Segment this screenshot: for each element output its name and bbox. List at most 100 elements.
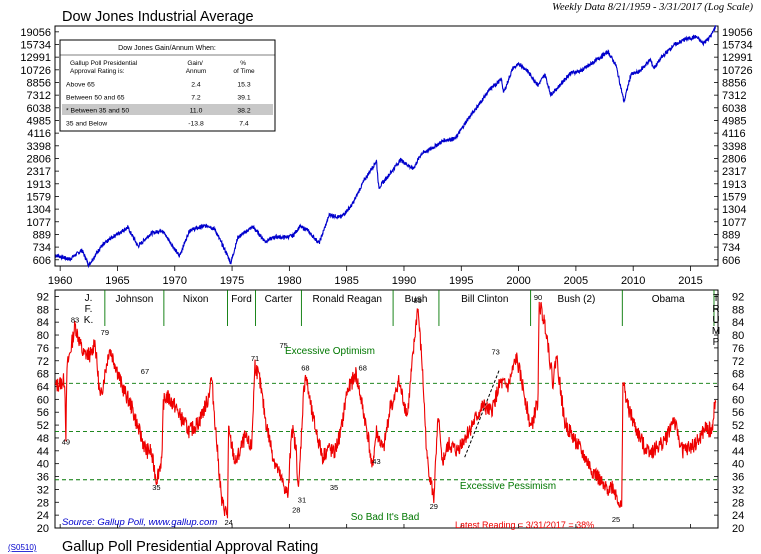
gain-table-col3-header: % of Time — [233, 60, 255, 75]
dow-ytick-label: 606 — [722, 255, 740, 267]
approval-value-label: 49 — [62, 438, 70, 447]
chart-id: (S0510) — [8, 543, 37, 552]
approval-ytick-label: 88 — [732, 304, 744, 316]
approval-value-label: 68 — [301, 364, 309, 373]
approval-ytick-label: 88 — [37, 304, 49, 316]
approval-ytick-label: 64 — [732, 381, 744, 393]
approval-value-label: 79 — [101, 328, 109, 337]
president-name: Bill Clinton — [461, 294, 508, 305]
president-name: Nixon — [183, 294, 209, 305]
gain-table-row-gain: 7.2 — [191, 95, 201, 102]
approval-ytick-label: 48 — [732, 433, 744, 445]
dow-xtick-label: 1980 — [277, 275, 301, 287]
approval-ytick-label: 28 — [732, 497, 744, 509]
dow-xtick-label: 1960 — [48, 275, 72, 287]
gain-table-row-pct: 39.1 — [237, 95, 250, 102]
approval-ytick-label: 76 — [37, 343, 49, 355]
dow-ytick-label: 19056 — [20, 27, 51, 39]
president-name: Ronald Reagan — [312, 294, 382, 305]
approval-ytick-label: 44 — [37, 446, 49, 458]
dow-ytick-label: 2806 — [27, 153, 51, 165]
approval-ytick-label: 68 — [37, 369, 49, 381]
dow-xtick-label: 1970 — [163, 275, 187, 287]
dow-ytick-label: 7312 — [722, 90, 746, 102]
approval-ytick-label: 72 — [732, 356, 744, 368]
dow-xtick-label: 1990 — [392, 275, 416, 287]
approval-ytick-label: 24 — [37, 510, 49, 522]
dow-ytick-label: 4116 — [722, 128, 746, 140]
president-name: Ford — [231, 294, 252, 305]
dow-ytick-label: 10726 — [722, 65, 753, 77]
approval-value-label: 25 — [612, 515, 620, 524]
approval-ytick-label: 68 — [732, 369, 744, 381]
gain-table-row-pct: 38.2 — [237, 108, 250, 115]
gain-table-row-pct: 15.3 — [237, 82, 250, 89]
approval-ytick-label: 40 — [732, 459, 744, 471]
dow-xtick-label: 2010 — [621, 275, 645, 287]
approval-ytick-label: 92 — [732, 291, 744, 303]
dow-chart-subtitle: Weekly Data 8/21/1959 - 3/31/2017 (Log S… — [552, 2, 753, 13]
dow-ytick-label: 15734 — [20, 39, 51, 51]
dow-ytick-label: 3398 — [722, 141, 746, 153]
dow-ytick-label: 889 — [722, 229, 740, 241]
dow-ytick-label: 15734 — [722, 39, 753, 51]
approval-value-label: 35 — [330, 483, 338, 492]
president-name-char: T — [713, 293, 719, 304]
dow-ytick-label: 1913 — [27, 179, 51, 191]
dow-ytick-label: 1304 — [27, 204, 51, 216]
approval-value-label: 75 — [279, 341, 287, 350]
dow-ytick-label: 1077 — [722, 217, 746, 229]
dow-ytick-label: 889 — [33, 229, 51, 241]
latest-reading-note: Latest Reading = 3/31/2017 = 38% — [455, 520, 594, 530]
dow-ytick-label: 1304 — [722, 204, 746, 216]
approval-ytick-label: 80 — [732, 330, 744, 342]
dow-ytick-label: 8856 — [27, 77, 51, 89]
dow-ytick-label: 12991 — [722, 52, 753, 64]
president-name-char: R — [712, 304, 719, 315]
approval-chart-title: Gallup Poll Presidential Approval Rating — [62, 539, 318, 554]
dow-ytick-label: 8856 — [722, 77, 746, 89]
president-markers: J.F.K. Johnson Nixon Ford Carter Ronald Reaga… — [84, 290, 720, 348]
dow-xtick-label: 1975 — [220, 275, 244, 287]
approval-value-label: 35 — [152, 483, 160, 492]
dow-ytick-label: 12991 — [20, 52, 51, 64]
dow-series-line — [55, 25, 717, 269]
approval-value-label: 67 — [141, 367, 149, 376]
gain-table-row-gain: -13.8 — [188, 121, 204, 128]
approval-value-label: 68 — [359, 364, 367, 373]
president-name-char: J. — [85, 293, 93, 304]
approval-ytick-label: 60 — [732, 394, 744, 406]
dow-xtick-label: 1965 — [105, 275, 129, 287]
dow-ytick-label: 734 — [722, 242, 740, 254]
approval-ytick-label: 20 — [37, 523, 49, 535]
approval-value-label: 90 — [534, 293, 542, 302]
dow-xtick-label: 2015 — [678, 275, 702, 287]
gain-table-row-label: * Between 35 and 50 — [66, 108, 129, 115]
dow-ytick-label: 10726 — [20, 65, 51, 77]
approval-ytick-label: 40 — [37, 459, 49, 471]
approval-ytick-label: 64 — [37, 381, 49, 393]
gain-table-highlight — [62, 104, 273, 115]
approval-x-axis — [59, 524, 691, 528]
excessive-optimism-label: Excessive Optimism — [285, 346, 375, 357]
approval-ytick-label: 56 — [37, 407, 49, 419]
dow-y-axis-right: 6067348891077130415791913231728063398411… — [714, 27, 753, 267]
approval-ytick-label: 92 — [37, 291, 49, 303]
dow-xtick-label: 2000 — [506, 275, 530, 287]
approval-value-label: 83 — [71, 315, 79, 324]
dow-ytick-label: 7312 — [27, 90, 51, 102]
excessive-pessimism-label: Excessive Pessimism — [460, 481, 556, 492]
approval-series-line — [55, 301, 717, 519]
gain-table-row-pct: 7.4 — [239, 121, 249, 128]
approval-value-label: 31 — [298, 496, 306, 505]
dow-xtick-label: 1985 — [334, 275, 358, 287]
president-name: Obama — [652, 294, 685, 305]
approval-ytick-label: 36 — [732, 472, 744, 484]
gain-table: Dow Jones Gain/Annum When: Gallup Poll P… — [59, 39, 276, 132]
president-name: Johnson — [115, 294, 153, 305]
dow-xtick-label: 1995 — [449, 275, 473, 287]
dow-ytick-label: 4985 — [722, 115, 746, 127]
